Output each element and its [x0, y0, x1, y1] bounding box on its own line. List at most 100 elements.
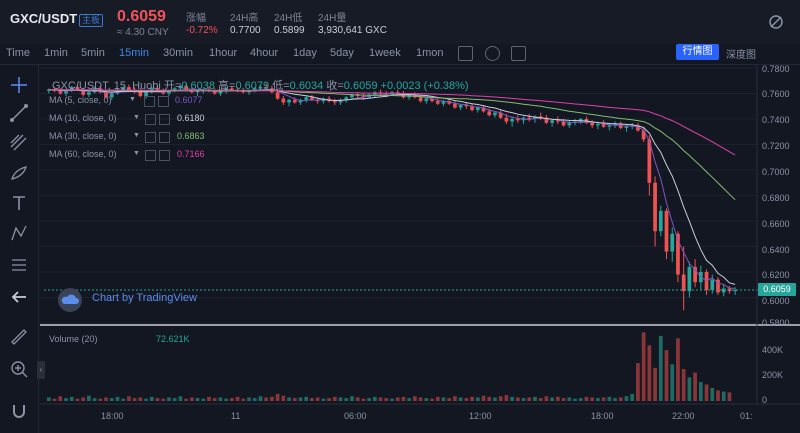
volume-bar	[287, 397, 291, 401]
ma-legend-10[interactable]: MA (10, close, 0) ▼ 0.6180	[49, 113, 205, 125]
volume-bar	[355, 397, 360, 401]
candle	[184, 85, 188, 90]
candle	[493, 112, 497, 116]
candle	[287, 99, 291, 103]
volume-bar	[92, 398, 97, 401]
dropdown-icon[interactable]: ▼	[129, 96, 136, 103]
dropdown-icon[interactable]: ▼	[133, 114, 140, 121]
legend-high: 0.6079	[235, 80, 270, 92]
ma-legend-30[interactable]: MA (30, close, 0) ▼ 0.6863	[49, 131, 205, 143]
visibility-icon[interactable]	[145, 150, 156, 161]
volume-bar	[407, 398, 412, 401]
volume-bar	[378, 397, 383, 401]
candle	[58, 90, 63, 94]
volume-bar	[218, 397, 223, 401]
candle	[275, 92, 280, 99]
candle	[104, 92, 108, 98]
candle	[178, 85, 183, 89]
interval-1day[interactable]: 1day	[293, 47, 317, 59]
remove-icon[interactable]	[159, 150, 170, 161]
volume-bar	[264, 397, 269, 401]
candle	[475, 107, 480, 111]
screenshot-icon[interactable]	[511, 46, 526, 61]
visibility-icon[interactable]	[145, 132, 156, 143]
pattern-icon[interactable]	[9, 223, 29, 243]
fib-icon[interactable]	[9, 133, 29, 153]
volume-bar	[550, 397, 554, 401]
visibility-icon[interactable]	[144, 96, 155, 107]
market-view-button[interactable]: 行情图	[676, 44, 719, 60]
tradingview-logo[interactable]	[58, 288, 82, 312]
volume-bar	[367, 398, 371, 401]
ma-value: 0.6863	[177, 131, 205, 141]
candle	[458, 104, 463, 108]
candle	[567, 122, 572, 126]
candle	[218, 90, 223, 94]
interval-1week[interactable]: 1week	[369, 47, 401, 59]
interval-5min[interactable]: 5min	[81, 47, 105, 59]
volume-bar	[390, 398, 394, 401]
zoom-in-icon[interactable]	[9, 359, 29, 379]
candle	[258, 87, 263, 89]
interval-1mon[interactable]: 1mon	[416, 47, 444, 59]
brush-icon[interactable]	[9, 163, 29, 183]
interval-time[interactable]: Time	[6, 47, 31, 59]
volume-bar	[315, 397, 320, 401]
ma-legend-5[interactable]: MA (5, close, 0) ▼ 0.6077	[49, 95, 203, 107]
volume-bar	[395, 397, 400, 401]
volume-bar	[212, 398, 217, 401]
ruler-icon[interactable]	[9, 327, 29, 347]
volume-bar	[676, 338, 680, 401]
volume-bar	[578, 398, 583, 401]
cloud-icon	[61, 294, 79, 304]
text-icon[interactable]	[9, 193, 29, 213]
volume-bar	[493, 397, 497, 401]
interval-4hour[interactable]: 4hour	[250, 47, 279, 59]
interval-15min[interactable]: 15min	[119, 47, 149, 59]
visibility-icon[interactable]	[145, 114, 156, 125]
tradingview-watermark[interactable]: Chart by TradingView	[92, 292, 197, 304]
volume-bar	[658, 335, 663, 401]
crosshair-icon[interactable]	[9, 75, 29, 95]
candle	[310, 97, 314, 100]
settings-icon[interactable]	[485, 46, 500, 61]
indicator-icon[interactable]	[458, 46, 473, 61]
trendline-icon[interactable]	[9, 103, 29, 123]
candle	[481, 107, 486, 112]
volume-bar	[464, 398, 469, 401]
theme-toggle-icon[interactable]	[768, 14, 784, 30]
ma-legend-60[interactable]: MA (60, close, 0) ▼ 0.7166	[49, 149, 205, 161]
volume-bar	[247, 397, 251, 401]
volume-bar	[447, 398, 452, 401]
candle	[550, 120, 554, 123]
candle	[332, 101, 337, 103]
remove-icon[interactable]	[159, 132, 170, 143]
volume-bar	[132, 398, 137, 401]
remove-icon[interactable]	[158, 96, 169, 107]
interval-1min[interactable]: 1min	[44, 47, 68, 59]
volume-legend[interactable]: Volume (20) 72.621K	[49, 334, 190, 344]
interval-5day[interactable]: 5day	[330, 47, 354, 59]
magnet-icon[interactable]	[9, 401, 29, 421]
current-price: 0.6059	[117, 8, 166, 25]
volume-bar	[607, 396, 612, 401]
interval-1hour[interactable]: 1hour	[209, 47, 238, 59]
candle	[47, 89, 51, 91]
dropdown-icon[interactable]: ▼	[133, 132, 140, 139]
pair-name[interactable]: GXC/USDT	[10, 11, 78, 26]
time-tick: 11	[231, 411, 241, 421]
candle	[355, 94, 360, 97]
remove-icon[interactable]	[159, 114, 170, 125]
dropdown-icon[interactable]: ▼	[133, 150, 140, 157]
candle	[538, 116, 543, 118]
time-tick: 18:00	[101, 411, 124, 421]
measure-icon[interactable]	[9, 255, 29, 275]
collapse-toolbar-button[interactable]: ‹	[37, 361, 45, 379]
depth-view-button[interactable]: 深度图	[726, 50, 756, 61]
time-tick: 22:00	[672, 411, 695, 421]
legend-symbol[interactable]: GXC/USDT, 15, Huobi	[52, 80, 161, 92]
back-arrow-icon[interactable]	[9, 287, 29, 307]
interval-30min[interactable]: 30min	[163, 47, 193, 59]
candle	[344, 97, 349, 100]
